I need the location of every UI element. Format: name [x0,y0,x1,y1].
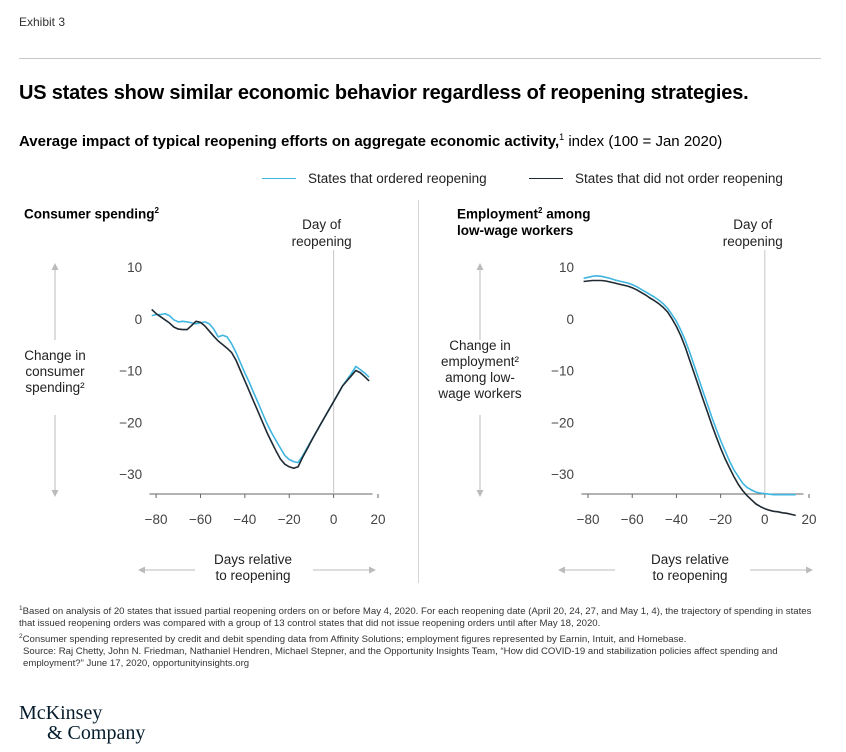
reopening-day-label: reopening [723,234,783,249]
legend-item-ordered: States that ordered reopening [262,171,487,186]
footnote-1-text: Based on analysis of 20 states that issu… [19,606,812,630]
legend-label-not-ordered: States that did not order reopening [575,171,783,186]
panel-title-rest: among [542,206,591,222]
y-axis-label: consumer [25,364,85,379]
y-axis-label: Change in [449,338,511,353]
y-arrow-down-head [51,490,59,497]
subtitle-footnote-ref: 1 [559,132,565,142]
y-arrow-up-head [476,263,484,270]
y-tick-label: 10 [559,260,574,275]
x-tick-label: −20 [278,512,301,527]
panel-title-text: Employment [457,206,539,222]
x-tick-label: −20 [709,512,732,527]
reopening-day-label: reopening [292,234,352,249]
y-axis-label: employment² [441,354,520,369]
subtitle-unit: index (100 = Jan 2020) [564,133,723,150]
y-tick-label: 0 [135,312,143,327]
x-arrow-right-head [369,566,376,574]
reopening-day-label: Day of [733,217,772,232]
exhibit-label: Exhibit 3 [19,15,66,29]
x-tick-label: 20 [370,512,385,527]
x-axis-label: Days relative [651,552,729,567]
chart-employment: 10 0 −10 −20 −30 −80 −60 −40 −20 0 20 Day of reopeni… [437,217,816,583]
x-tick-label: −40 [233,512,256,527]
panel-title-sup: 2 [538,206,543,215]
x-tick-label: 0 [761,512,769,527]
x-axis-label: to reopening [215,568,290,583]
y-tick-label: −30 [551,467,574,482]
y-axis-label: wage workers [437,386,522,401]
series-line-not-ordered [151,308,370,470]
source-note: Source: Raj Chetty, John N. Friedman, Na… [23,645,778,670]
footnotes: 1Based on analysis of 20 states that iss… [19,603,825,670]
legend-swatch-ordered [262,178,296,179]
footnote-2: 2Consumer spending represented by credit… [19,631,825,646]
x-axis-label: Days relative [214,552,292,567]
x-arrow-left-head [558,566,565,574]
x-tick-label: −80 [577,512,600,527]
footnote-1: 1Based on analysis of 20 states that iss… [19,603,825,631]
x-arrow-right-head [806,566,813,574]
x-tick-label: −60 [189,512,212,527]
y-axis-label: among low- [445,370,515,385]
chart-subtitle: Average impact of typical reopening effo… [19,132,722,150]
series-line-not-ordered [583,279,796,517]
y-tick-label: 10 [127,260,142,275]
x-tick-label: −80 [145,512,168,527]
top-divider [19,58,821,59]
series-line-ordered [583,275,796,496]
footnote-2-marker: 2 [19,632,23,640]
legend-swatch-not-ordered [529,178,563,179]
panel-title-employment: Employment2 among low-wage workers [457,203,590,239]
footnote-2-text: Consumer spending represented by credit … [22,633,687,645]
y-tick-label: −20 [551,415,574,430]
y-axis-label: spending² [25,380,85,395]
legend-label-ordered: States that ordered reopening [308,171,487,186]
x-tick-label: 20 [801,512,816,527]
panel-title-sup: 2 [154,206,159,215]
panel-title-consumer-spending: Consumer spending2 [24,203,159,223]
y-axis-label: Change in [24,348,86,363]
x-axis-label: to reopening [652,568,727,583]
x-tick-label: −60 [621,512,644,527]
panel-title-text: Consumer spending [24,206,155,222]
panel-title-rest-2: low-wage workers [457,222,574,238]
y-tick-label: −10 [119,364,142,379]
subtitle-bold: Average impact of typical reopening effo… [19,133,560,150]
y-tick-label: −10 [551,364,574,379]
legend-item-not-ordered: States that did not order reopening [529,171,783,186]
chart-title: US states show similar economic behavior… [19,82,749,104]
chart-consumer-spending: 10 0 −10 −20 −30 −80 −60 −40 −20 0 20 Day of reopeni… [24,217,385,583]
logo-line-2: & Company [47,722,146,744]
y-tick-label: −20 [119,415,142,430]
series-line-ordered [151,312,370,464]
x-tick-label: 0 [330,512,338,527]
footnote-1-marker: 1 [19,605,23,612]
y-arrow-up-head [51,263,59,270]
y-tick-label: −30 [119,467,142,482]
reopening-day-label: Day of [302,217,341,232]
panel-separator [418,200,419,583]
mckinsey-logo: McKinsey & Company [19,703,145,743]
x-arrow-left-head [138,566,145,574]
y-arrow-down-head [476,490,484,497]
y-tick-label: 0 [567,312,575,327]
logo-line-1: McKinsey [19,702,103,724]
x-tick-label: −40 [665,512,688,527]
